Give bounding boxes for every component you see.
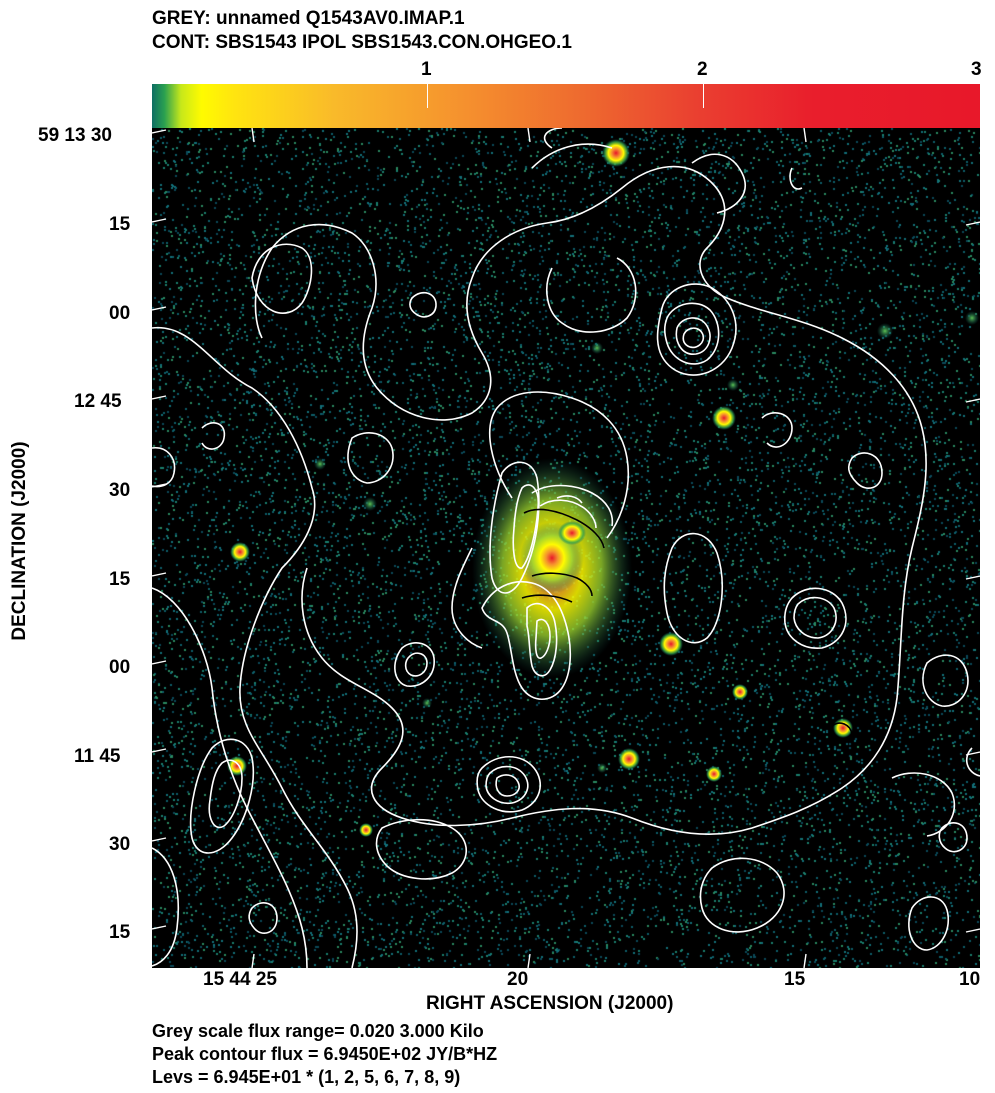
y-tick-label: 15 [109,922,131,943]
y-tick-label: 30 [109,480,131,501]
colorbar-tick-label: 3 [971,59,982,80]
y-tick-label: 59 13 30 [38,125,112,146]
axis-ticks [152,128,980,968]
x-tick-label: 10 [959,969,981,990]
flux-range-note: Grey scale flux range= 0.020 3.000 Kilo [152,1021,484,1041]
y-tick-label: 11 45 [74,746,121,767]
colorbar-tick-label: 2 [697,59,708,80]
contour-map-title: CONT: SBS1543 IPOL SBS1543.CON.OHGEO.1 [152,32,572,53]
y-tick-label: 00 [109,657,131,678]
colorbar-tick [703,84,704,108]
x-axis-label: RIGHT ASCENSION (J2000) [426,993,674,1014]
y-tick-label: 30 [109,834,131,855]
colorbar-tick-label: 1 [421,59,432,80]
contour-lines [152,128,980,968]
peak-flux-note: Peak contour flux = 6.9450E+02 JY/B*HZ [152,1044,498,1064]
grey-scale-image [152,128,980,968]
point-sources [227,139,979,837]
x-tick-label: 15 44 25 [203,969,277,990]
contour-levels-note: Levs = 6.945E+01 * (1, 2, 5, 6, 7, 8, 9) [152,1067,461,1087]
y-axis-label: DECLINATION (J2000) [9,441,30,641]
colorbar [152,84,980,128]
colorbar-tick [427,84,428,108]
y-tick-label: 12 45 [74,391,122,412]
grey-map-title: GREY: unnamed Q1543AV0.IMAP.1 [152,8,465,29]
y-tick-label: 00 [109,303,131,324]
x-tick-label: 20 [507,969,529,990]
x-tick-label: 15 [784,969,806,990]
y-tick-label: 15 [109,214,131,235]
overlay [152,128,980,968]
y-tick-label: 15 [109,569,131,590]
central-galaxy [472,458,632,678]
galaxy-contour-lines [521,508,853,735]
